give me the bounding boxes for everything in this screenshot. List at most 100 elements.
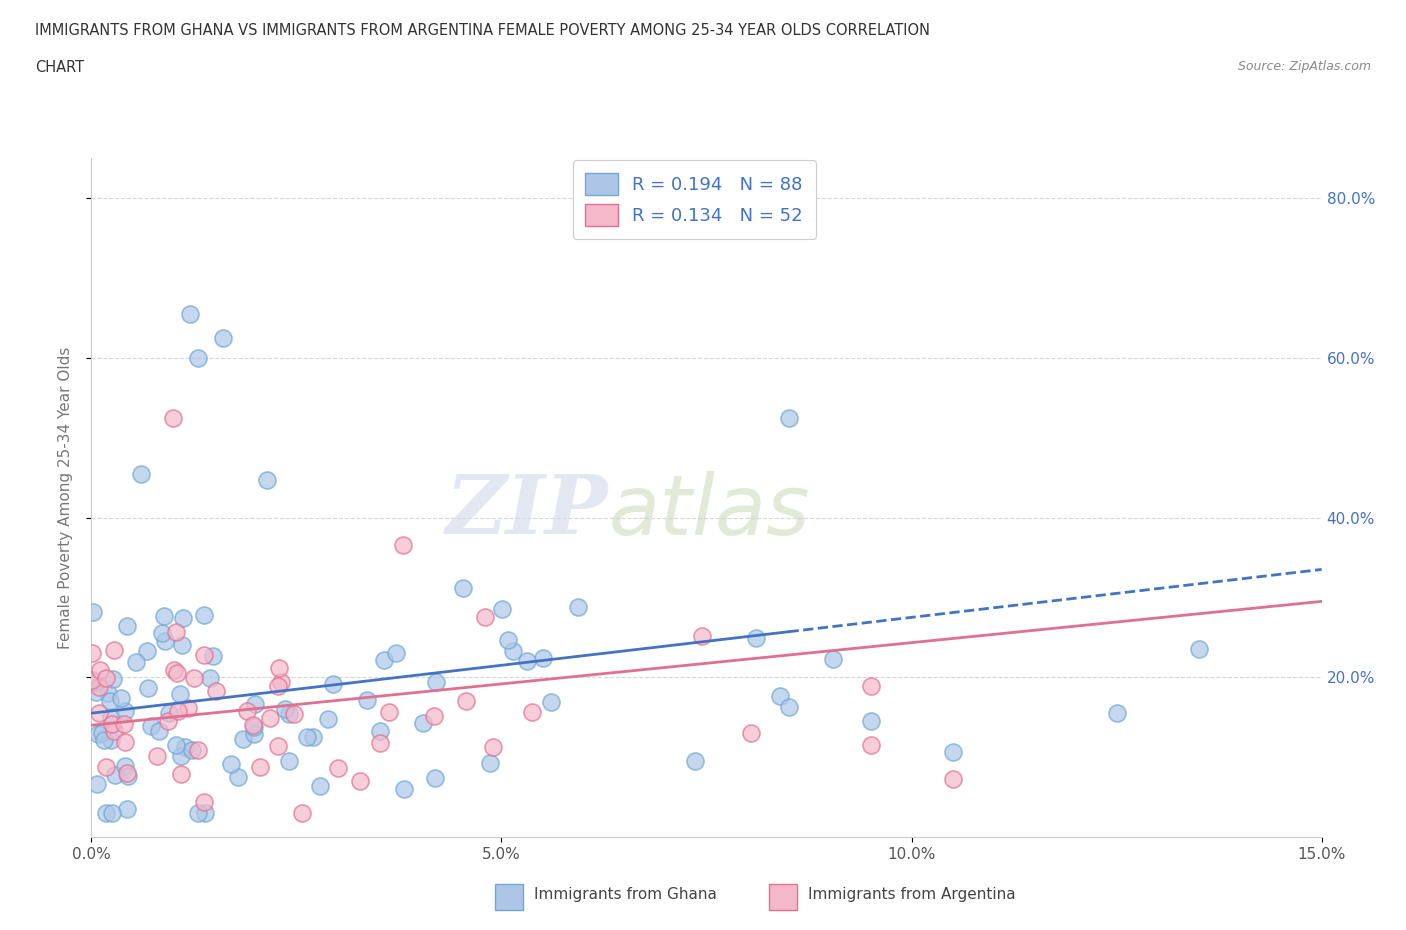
Point bbox=[103, 643, 125, 658]
Point bbox=[100, 710, 122, 724]
Text: IMMIGRANTS FROM GHANA VS IMMIGRANTS FROM ARGENTINA FEMALE POVERTY AMONG 25-34 YE: IMMIGRANTS FROM GHANA VS IMMIGRANTS FROM… bbox=[35, 23, 931, 38]
Point bbox=[454, 694, 477, 709]
Point bbox=[86, 776, 108, 790]
Point bbox=[370, 736, 392, 751]
Point bbox=[193, 607, 215, 622]
Point bbox=[256, 472, 278, 487]
Point bbox=[242, 718, 264, 733]
Point bbox=[165, 625, 187, 640]
Point bbox=[481, 740, 503, 755]
Point bbox=[152, 609, 174, 624]
Point bbox=[125, 654, 148, 669]
Point bbox=[204, 684, 226, 698]
Point bbox=[1105, 705, 1128, 720]
Point bbox=[114, 735, 136, 750]
Point bbox=[745, 631, 768, 645]
Point bbox=[273, 701, 295, 716]
Point bbox=[502, 644, 524, 658]
Point bbox=[277, 753, 299, 768]
Text: Source: ZipAtlas.com: Source: ZipAtlas.com bbox=[1237, 60, 1371, 73]
Point bbox=[115, 765, 138, 780]
Point bbox=[226, 770, 249, 785]
Point bbox=[540, 695, 562, 710]
Point bbox=[219, 757, 242, 772]
Point bbox=[531, 651, 554, 666]
Point bbox=[181, 742, 204, 757]
Point bbox=[153, 633, 176, 648]
Point bbox=[211, 330, 233, 345]
Point bbox=[392, 781, 415, 796]
Point bbox=[96, 805, 118, 820]
Point bbox=[179, 306, 201, 321]
Point bbox=[152, 625, 174, 640]
Point bbox=[243, 727, 266, 742]
Point bbox=[187, 743, 209, 758]
Point bbox=[115, 802, 138, 817]
Point bbox=[425, 674, 447, 689]
Point bbox=[201, 649, 224, 664]
Point bbox=[267, 738, 290, 753]
Point bbox=[115, 618, 138, 633]
Point bbox=[516, 653, 538, 668]
Point bbox=[87, 706, 110, 721]
Point bbox=[89, 662, 111, 677]
Point bbox=[114, 759, 136, 774]
Point bbox=[392, 538, 415, 553]
Point bbox=[82, 672, 104, 687]
Point bbox=[90, 725, 112, 740]
Point bbox=[187, 351, 209, 365]
Point bbox=[685, 753, 707, 768]
Point bbox=[259, 711, 281, 725]
Point bbox=[170, 766, 193, 781]
Text: ZIP: ZIP bbox=[446, 472, 607, 551]
Point bbox=[496, 633, 519, 648]
Text: atlas: atlas bbox=[607, 471, 810, 551]
Point bbox=[167, 703, 190, 718]
Point bbox=[243, 697, 266, 711]
Point bbox=[94, 671, 117, 685]
Text: CHART: CHART bbox=[35, 60, 84, 75]
Point bbox=[87, 726, 110, 741]
Point bbox=[291, 805, 314, 820]
Point bbox=[103, 724, 125, 738]
Point bbox=[187, 805, 209, 820]
Point bbox=[162, 410, 184, 425]
Point bbox=[157, 705, 180, 720]
Point bbox=[1187, 641, 1209, 656]
Point bbox=[821, 651, 844, 666]
Point bbox=[232, 731, 254, 746]
Point bbox=[423, 770, 446, 785]
Point bbox=[349, 774, 371, 789]
Point bbox=[141, 719, 163, 734]
Point bbox=[117, 769, 139, 784]
Point bbox=[83, 675, 105, 690]
Point bbox=[308, 778, 330, 793]
Point bbox=[302, 730, 325, 745]
Point bbox=[385, 646, 408, 661]
Point bbox=[412, 715, 434, 730]
Text: Immigrants from Ghana: Immigrants from Ghana bbox=[534, 887, 717, 902]
Point bbox=[138, 681, 160, 696]
Point bbox=[769, 688, 792, 703]
Point bbox=[283, 707, 305, 722]
Point bbox=[368, 724, 391, 738]
Legend: R = 0.194   N = 88, R = 0.134   N = 52: R = 0.194 N = 88, R = 0.134 N = 52 bbox=[572, 160, 815, 239]
Point bbox=[249, 760, 271, 775]
Point bbox=[194, 805, 217, 820]
Point bbox=[778, 410, 800, 425]
Point bbox=[136, 643, 159, 658]
Point bbox=[193, 647, 215, 662]
Point bbox=[491, 602, 513, 617]
Point bbox=[295, 729, 318, 744]
Point bbox=[690, 629, 713, 644]
Point bbox=[183, 671, 205, 686]
Point bbox=[101, 716, 124, 731]
Point bbox=[328, 761, 350, 776]
Point bbox=[82, 604, 104, 619]
Point bbox=[322, 677, 344, 692]
Point bbox=[100, 805, 122, 820]
Point bbox=[373, 653, 395, 668]
Point bbox=[859, 713, 882, 728]
Point bbox=[129, 466, 152, 481]
Point bbox=[170, 638, 193, 653]
